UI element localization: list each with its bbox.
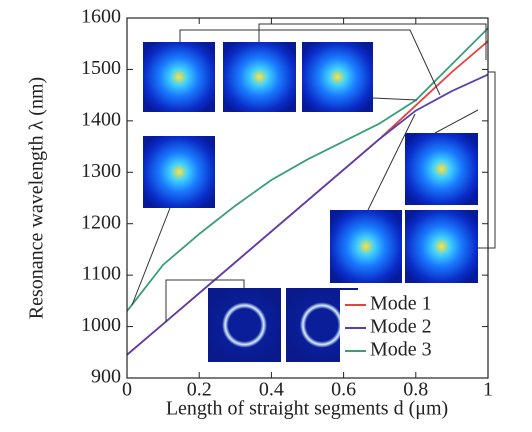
- inset-image: [208, 288, 281, 362]
- connector: [132, 208, 170, 305]
- legend-label: Mode 3: [370, 339, 432, 361]
- x-tick-label: 0.6: [331, 379, 356, 401]
- y-tick-label: 1400: [81, 108, 121, 130]
- legend-label: Mode 1: [370, 293, 432, 315]
- y-tick-label: 1500: [81, 57, 121, 79]
- connector: [478, 72, 495, 248]
- inset-image: [143, 42, 215, 112]
- y-tick-label: 1100: [82, 263, 121, 285]
- y-tick-label: 1000: [81, 314, 121, 336]
- x-tick-label: 0.8: [403, 379, 428, 401]
- connector: [373, 98, 417, 100]
- inset-image: [302, 42, 373, 112]
- inset-image: [143, 136, 215, 208]
- y-tick-label: 1300: [81, 160, 121, 182]
- legend-label: Mode 2: [370, 316, 432, 338]
- page: Length of straight segments d (μm) Reson…: [0, 0, 532, 432]
- inset-image: [405, 133, 478, 205]
- x-tick-label: 1: [483, 379, 493, 401]
- inset-image: [223, 42, 296, 112]
- y-axis-label: Resonance wavelength λ (nm): [26, 77, 48, 319]
- chart: Length of straight segments d (μm) Reson…: [0, 0, 532, 432]
- x-tick-label: 0.4: [259, 379, 284, 401]
- y-tick-label: 900: [91, 366, 121, 388]
- y-tick-label: 1600: [81, 6, 121, 28]
- x-tick-label: 0: [122, 379, 132, 401]
- x-axis-label: Length of straight segments d (μm): [166, 398, 448, 420]
- y-tick-label: 1200: [81, 211, 121, 233]
- x-tick-label: 0.2: [187, 379, 212, 401]
- connector: [435, 110, 478, 133]
- inset-image: [405, 210, 478, 283]
- inset-image: [330, 210, 402, 283]
